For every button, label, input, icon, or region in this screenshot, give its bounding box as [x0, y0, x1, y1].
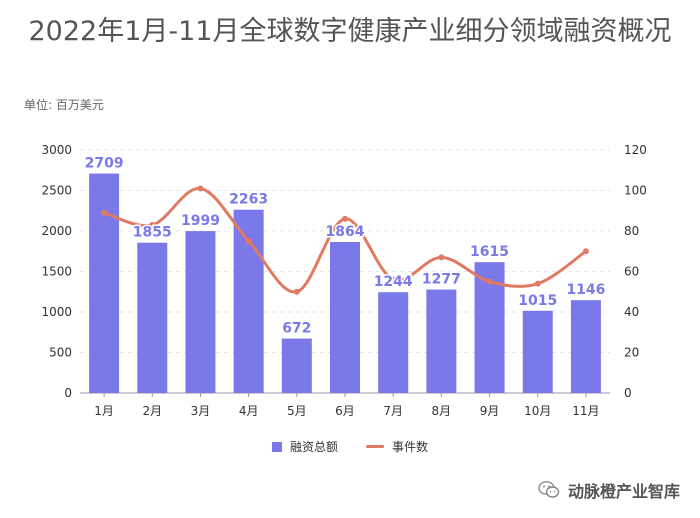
legend: 融资总额 事件数 — [0, 438, 700, 455]
legend-item-bar[interactable]: 融资总额 — [271, 438, 338, 455]
x-tick-label: 6月 — [335, 404, 355, 418]
y-left-tick-label: 1000 — [41, 305, 72, 319]
line-point — [101, 209, 108, 216]
y-right-tick-label: 40 — [624, 305, 639, 319]
bar-value-label: 1855 — [133, 225, 172, 241]
bar-value-label: 1999 — [181, 213, 220, 229]
bar — [426, 289, 457, 393]
line-layer — [101, 185, 589, 295]
bar-layer — [89, 173, 601, 393]
wechat-icon — [538, 481, 560, 498]
label-layer: 2709 1855 1999 2263 672 1864 1244 1277 1615 1015 1… — [83, 154, 607, 338]
bar — [89, 173, 120, 393]
legend-bar-label: 融资总额 — [289, 440, 338, 454]
y-right-tick-label: 80 — [624, 224, 639, 238]
bar-value-label: 1244 — [374, 274, 413, 290]
bar — [281, 338, 312, 393]
x-tick-label: 10月 — [524, 404, 551, 418]
bar-value-label: 672 — [282, 321, 311, 337]
bar-value-label: 1015 — [518, 293, 557, 309]
bar-value-label: 1864 — [326, 224, 365, 240]
bar — [330, 242, 360, 393]
chart-title: 2022年1月-11月全球数字健康产业细分领域融资概况 — [28, 16, 672, 47]
y-right-tick-label: 20 — [624, 346, 639, 360]
x-tick-label: 1月 — [94, 404, 114, 418]
x-tick-label: 7月 — [383, 404, 403, 418]
legend-line-label: 事件数 — [392, 440, 429, 454]
bar — [137, 242, 168, 393]
y-right-tick-label: 100 — [624, 184, 647, 198]
line-point — [149, 221, 156, 228]
line-point — [197, 185, 204, 192]
line-point — [342, 215, 348, 222]
line-point — [390, 276, 397, 283]
y-left-tick-label: 3000 — [41, 143, 72, 157]
line-point — [582, 248, 589, 255]
bar-value-label: 1146 — [566, 282, 605, 298]
bar — [378, 292, 409, 393]
x-tick-label: 8月 — [432, 404, 452, 418]
y-left-tick-label: 2000 — [41, 224, 72, 238]
x-tick-label: 5月 — [287, 404, 307, 418]
x-tick-label: 11月 — [572, 404, 599, 418]
bar-value-label: 1615 — [470, 244, 509, 260]
line-point — [438, 254, 445, 261]
y-right-tick-label: 60 — [624, 265, 639, 279]
x-tick-label: 2月 — [142, 404, 162, 418]
legend-line-swatch — [366, 445, 384, 448]
y-left-tick-label: 0 — [64, 386, 72, 400]
line-point — [534, 280, 541, 287]
y-left-tick-label: 500 — [49, 346, 72, 360]
bar — [233, 209, 264, 393]
y-left-tick-label: 2500 — [41, 184, 72, 198]
y-right-tick-label: 120 — [624, 143, 647, 157]
bar — [185, 231, 216, 393]
bar-value-label: 2709 — [85, 156, 124, 172]
bar-value-label: 2263 — [229, 192, 268, 208]
y-right-tick-label: 0 — [624, 386, 632, 400]
line-point — [245, 238, 252, 245]
x-tick-label: 4月 — [239, 404, 259, 418]
line-point — [293, 288, 300, 295]
legend-bar-swatch — [271, 441, 282, 452]
bar-value-label: 1277 — [422, 272, 461, 288]
axis-layer: 0 500 1000 1500 2000 2500 3000 0 20 40 60 80 100 120 1… — [41, 143, 646, 418]
legend-item-line[interactable]: 事件数 — [366, 438, 428, 455]
unit-label: 单位: 百万美元 — [24, 98, 104, 112]
line-point — [486, 278, 493, 285]
x-tick-label: 9月 — [480, 404, 500, 418]
bar — [570, 300, 601, 393]
y-left-tick-label: 1500 — [41, 265, 72, 279]
watermark-text: 动脉橙产业智库 — [567, 482, 680, 501]
watermark: 动脉橙产业智库 — [538, 478, 680, 502]
x-tick-label: 3月 — [191, 404, 211, 418]
bar — [522, 310, 553, 393]
